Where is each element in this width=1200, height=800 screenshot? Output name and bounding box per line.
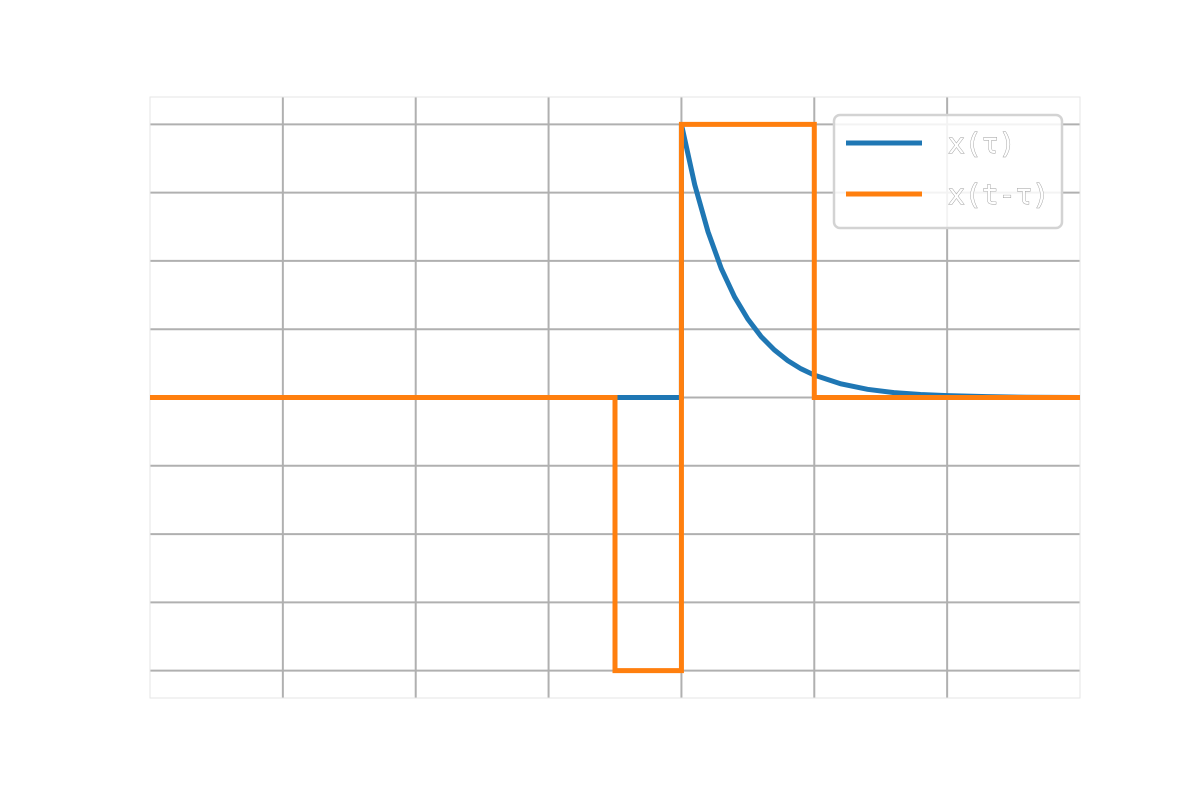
series-layer <box>150 121 1081 674</box>
legend-label-x-tau: x(τ) <box>948 127 1015 160</box>
legend: x(τ) x(t-τ) <box>832 113 1064 230</box>
legend-label-x-t-minus-tau: x(t-τ) <box>948 178 1049 211</box>
series-line-x-t-minus-tau <box>150 121 1080 674</box>
